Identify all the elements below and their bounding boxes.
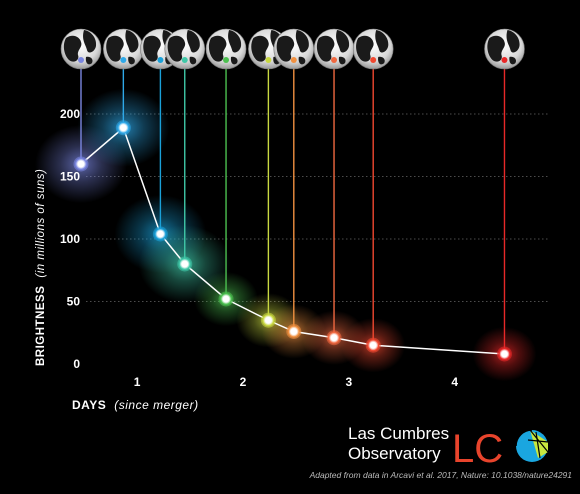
light-curve-line (80, 126, 505, 355)
data-point (498, 348, 511, 360)
credit-text: Adapted from data in Arcavi et al. 2017,… (309, 470, 572, 480)
y-tick-label: 50 (67, 295, 81, 309)
x-tick-label: 4 (451, 375, 458, 389)
earth-globe-icon (484, 28, 525, 70)
data-point (287, 325, 300, 338)
x-tick-label: 2 (240, 375, 247, 389)
logo-wordmark: Las Cumbres Observatory (348, 424, 450, 463)
earth-globe-icon (313, 28, 355, 70)
x-tick-label: 1 (134, 375, 141, 389)
data-point (367, 339, 380, 352)
y-tick-labels: 0 50 100 150 200 (60, 107, 80, 371)
data-point (117, 121, 130, 134)
x-tick-labels: 1 2 3 4 (134, 375, 459, 389)
svg-text:LC: LC (452, 427, 503, 470)
earth-globe-icon (352, 28, 394, 70)
y-axis-label: BRIGHTNESS(in millions of suns) (35, 169, 47, 366)
data-points (73, 120, 512, 362)
earth-globe-icon (273, 28, 315, 70)
lco-logo: Las Cumbres Observatory LC (348, 424, 552, 470)
data-point (154, 228, 167, 240)
data-point (328, 331, 341, 344)
stem-lines (80, 60, 506, 354)
globe-mark-icon (515, 429, 549, 462)
earth-globe-icon (205, 28, 247, 70)
y-tick-label: 150 (60, 170, 80, 184)
y-tick-label: 100 (60, 232, 80, 246)
earth-globe-icon (164, 28, 206, 70)
data-point (178, 258, 191, 270)
data-point (74, 158, 87, 170)
x-tick-label: 3 (346, 375, 353, 389)
earth-globe-icon (60, 28, 102, 70)
y-tick-label: 0 (73, 357, 80, 371)
y-tick-label: 200 (60, 107, 80, 121)
earth-globe-icon (103, 28, 144, 70)
globes (60, 28, 525, 70)
glow-layer (34, 88, 537, 382)
data-point (262, 314, 275, 327)
lco-logo-mark: LC (452, 427, 549, 470)
x-axis-label: DAYS (since merger) (72, 398, 199, 412)
data-point (220, 293, 233, 305)
